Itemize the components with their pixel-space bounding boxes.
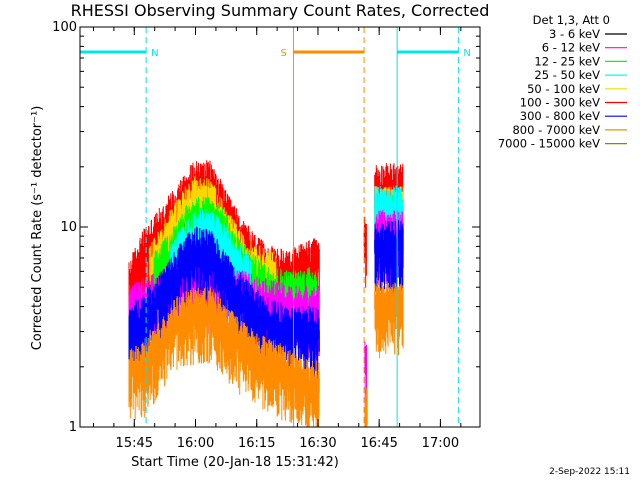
legend-entry-label-5: 100 - 300 keV: [520, 96, 600, 110]
y-tick-label-1: 10: [60, 220, 77, 235]
legend-header: Det 1,3, Att 0: [533, 13, 610, 27]
legend-entry-label-8: 7000 - 15000 keV: [498, 137, 600, 151]
legend-entry-label-4: 50 - 100 keV: [527, 82, 600, 96]
x-tick-label-5: 17:00: [422, 436, 459, 451]
x-tick-label-1: 16:00: [177, 436, 214, 451]
x-axis-label: Start Time (20-Jan-18 15:31:42): [131, 455, 339, 470]
x-tick-label-2: 16:15: [238, 436, 275, 451]
band-4-segment-1: [364, 341, 367, 416]
footer-date: 2-Sep-2022 15:11: [549, 467, 630, 477]
y-axis-label: Corrected Count Rate (s⁻¹ detector⁻¹): [30, 106, 45, 351]
legend-entry-label-7: 800 - 7000 keV: [512, 123, 600, 137]
band-6-segment-1: [364, 388, 368, 427]
y-tick-label-0: 1: [69, 420, 77, 435]
band-5-segment-0: [128, 226, 320, 384]
legend-entry-label-1: 6 - 12 keV: [542, 41, 600, 55]
band-6-segment-0: [128, 287, 320, 427]
legend-entry-label-6: 300 - 800 keV: [520, 109, 600, 123]
x-tick-label-3: 16:30: [299, 436, 336, 451]
marker-label-2: S: [280, 48, 286, 59]
marker-label-1: N: [463, 48, 470, 59]
x-tick-label-4: 16:45: [360, 436, 397, 451]
y-tick-label-2: 100: [52, 20, 77, 35]
marker-label-0: N: [151, 48, 158, 59]
chart-title: RHESSI Observing Summary Count Rates, Co…: [71, 1, 490, 20]
legend-entry-label-2: 12 - 25 keV: [534, 54, 600, 68]
legend-entry-label-3: 25 - 50 keV: [534, 68, 600, 82]
legend-entry-label-0: 3 - 6 keV: [549, 27, 600, 41]
band-6-segment-2: [374, 280, 404, 359]
plot-area: N N S 1 10 100 15:45 16:00 16:15 16:30 16:45 17:00: [52, 20, 481, 451]
x-tick-label-0: 15:45: [116, 436, 153, 451]
